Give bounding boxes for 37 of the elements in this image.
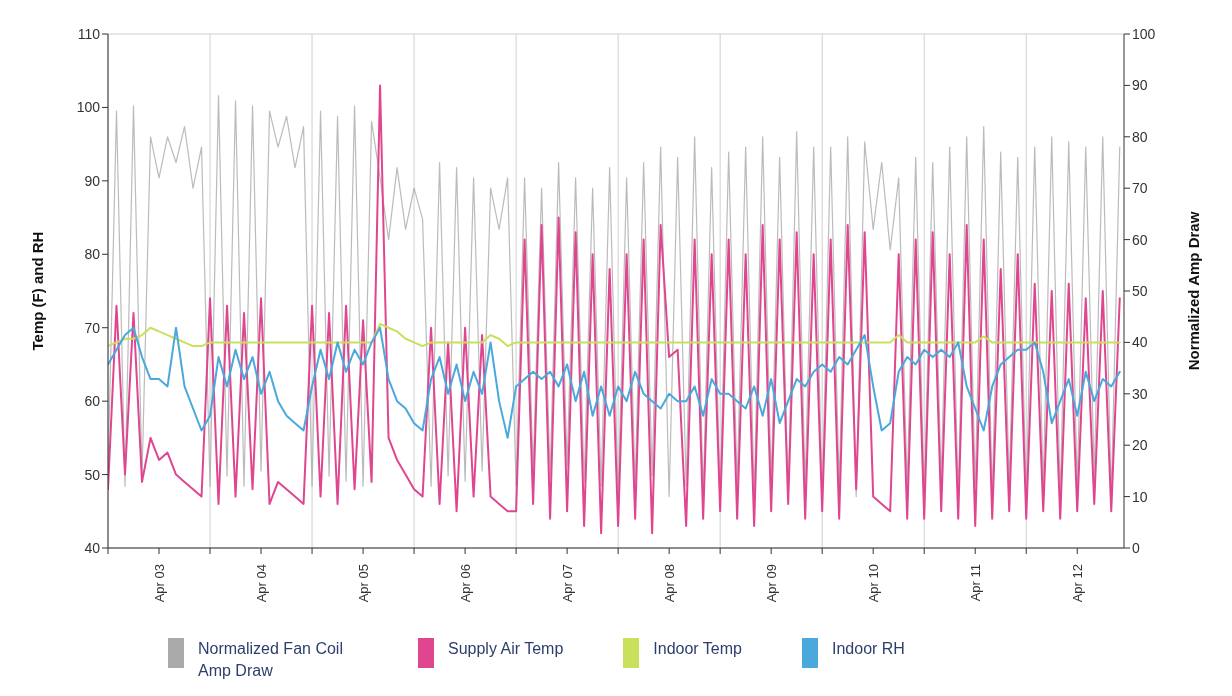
x-tick-label: Apr 04 (253, 564, 269, 603)
y2-tick-label: 100 (1132, 25, 1156, 42)
y2-axis-title: Normalized Amp Draw (1185, 211, 1203, 371)
y2-tick-label: 90 (1132, 77, 1148, 94)
x-tick-label: Apr 10 (865, 564, 881, 603)
y2-tick-label: 60 (1132, 231, 1148, 248)
y2-tick-label: 30 (1132, 385, 1148, 402)
x-tick-label: Apr 06 (457, 564, 473, 603)
x-tick-label: Apr 07 (559, 564, 575, 603)
y-tick-label: 70 (84, 319, 101, 336)
legend-label: Indoor RH (831, 639, 905, 659)
line-series (108, 326, 1121, 439)
y2-tick-label: 50 (1132, 282, 1148, 299)
legend-label: Supply Air Temp (448, 639, 564, 659)
y-tick-label: 90 (84, 172, 101, 189)
y-tick-label: 100 (76, 99, 101, 116)
y-tick-label: 110 (77, 25, 101, 42)
y2-tick-label: 80 (1132, 128, 1148, 145)
legend-label: Normalized Fan Coil Amp Draw (198, 639, 344, 681)
x-tick-label: Apr 12 (1069, 564, 1085, 603)
y-tick-label: 60 (84, 393, 101, 410)
x-tick-label: Apr 11 (967, 564, 983, 602)
y2-tick-label: 10 (1132, 488, 1148, 505)
y2-tick-label: 40 (1132, 334, 1148, 351)
x-tick-label: Apr 03 (151, 564, 167, 603)
y-tick-label: 80 (84, 246, 101, 263)
x-tick-label: Apr 05 (355, 564, 371, 603)
y2-tick-label: 70 (1132, 180, 1148, 197)
y-tick-label: 40 (84, 539, 101, 556)
x-tick-label: Apr 08 (661, 564, 677, 603)
x-tick-label: Apr 09 (763, 564, 779, 603)
y-axis-title: Temp (F) and RH (29, 231, 47, 351)
y2-tick-label: 0 (1132, 539, 1140, 556)
y-tick-label: 50 (84, 466, 101, 483)
legend-label: Indoor Temp (653, 639, 742, 659)
y2-tick-label: 20 (1132, 437, 1148, 454)
line-series (108, 323, 1121, 348)
